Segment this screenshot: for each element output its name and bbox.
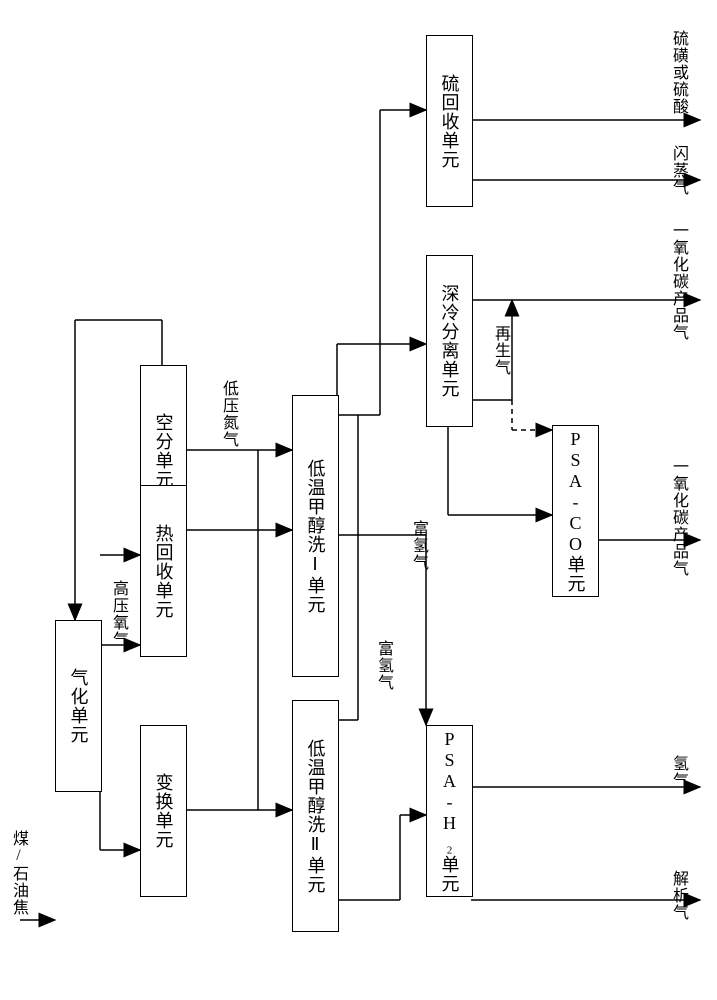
box-mew2: 低温甲醇洗Ⅱ单元 [292,700,339,932]
text-desorb: 解析气 [670,870,686,921]
box-psah2-label: PSA-H₂单元 [441,729,459,893]
text-richh2_a: 富氢气 [410,520,426,571]
box-heatrec-label: 热回收单元 [155,524,173,619]
box-asu-label: 空分单元 [155,413,173,489]
text-lpn2: 低压氮气 [220,380,236,448]
box-heatrec: 热回收单元 [140,485,187,657]
text-richh2_b: 富氢气 [375,640,391,691]
box-mew1: 低温甲醇洗Ⅰ单元 [292,395,339,677]
box-srec-label: 硫回收单元 [441,74,459,169]
box-psaco-label: PSA-CO单元 [567,429,585,593]
box-mew1-label: 低温甲醇洗Ⅰ单元 [307,459,325,614]
box-psaco: PSA-CO单元 [552,425,599,597]
text-coal: 煤/石油焦 [10,830,26,916]
text-hpo2: 高压氧气 [110,580,126,648]
box-cryo-label: 深冷分离单元 [441,284,459,398]
box-cryo: 深冷分离单元 [426,255,473,427]
text-flash: 闪蒸气 [670,145,686,196]
box-psah2: PSA-H₂单元 [426,725,473,897]
box-gasification-label: 气化单元 [70,668,88,744]
box-mew2-label: 低温甲醇洗Ⅱ单元 [307,739,325,894]
text-sulfur: 硫磺或硫酸 [670,30,686,115]
box-shift-label: 变换单元 [155,773,173,849]
box-srec: 硫回收单元 [426,35,473,207]
text-h2: 氢气 [670,755,686,789]
box-shift: 变换单元 [140,725,187,897]
text-co2: 一氧化碳产品气 [670,458,686,577]
box-gasification: 气化单元 [55,620,102,792]
text-co1: 一氧化碳产品气 [670,222,686,341]
text-regen: 再生气 [492,325,508,376]
